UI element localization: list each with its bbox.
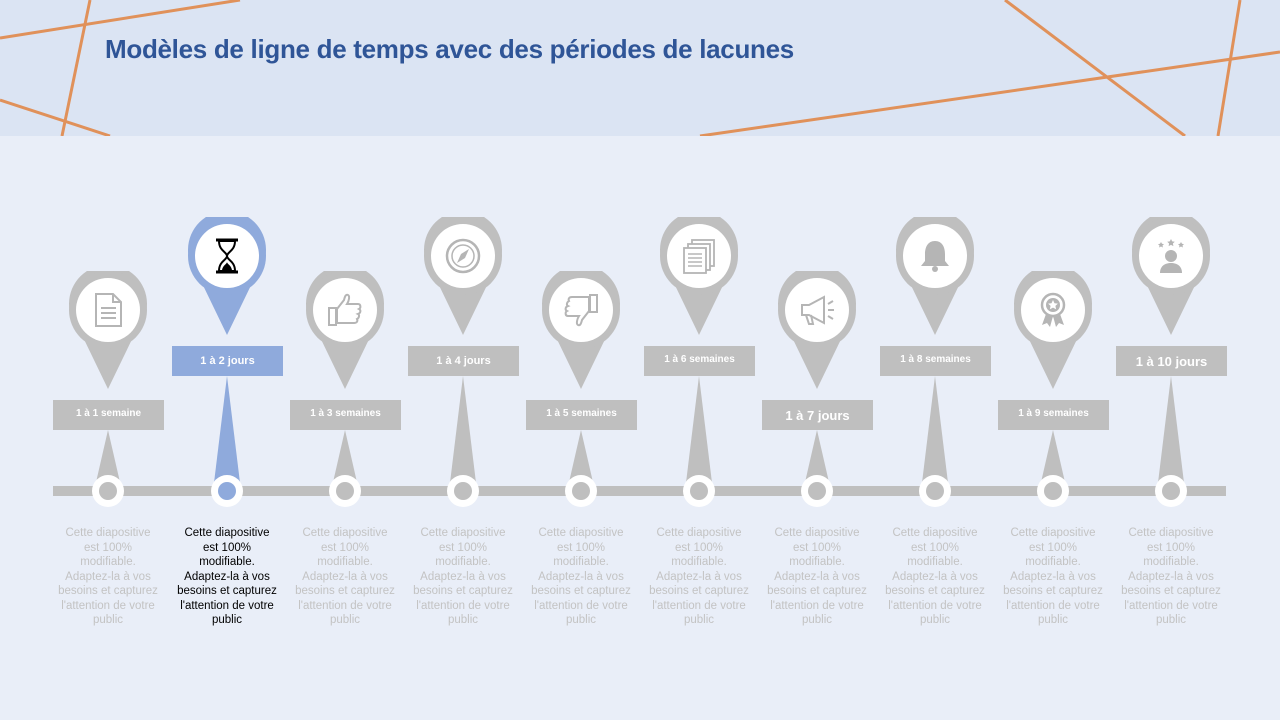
thumbs-up-icon (325, 290, 365, 330)
milestone-description: Cette diapositive est 100% modifiable. A… (885, 527, 985, 626)
timeline-node-dot (808, 482, 826, 500)
location-pin (660, 217, 738, 335)
timeline-node-dot (572, 482, 590, 500)
hourglass-icon (207, 236, 247, 276)
milestone-description: Cette diapositive est 100% modifiable. A… (1121, 527, 1221, 626)
page-title: Modèles de ligne de temps avec des pério… (105, 34, 794, 64)
period-label: 1 à 4 jours (408, 346, 519, 376)
location-pin (424, 217, 502, 335)
timeline-spike (449, 376, 477, 491)
milestone-description: Cette diapositive est 100% modifiable. A… (295, 527, 395, 626)
star-person-icon (1151, 236, 1191, 276)
timeline-node-dot (454, 482, 472, 500)
bell-icon (915, 236, 955, 276)
milestone-description: Cette diapositive est 100% modifiable. A… (58, 527, 158, 626)
location-pin (69, 271, 147, 389)
documents-icon (679, 236, 719, 276)
milestone-description: Cette diapositive est 100% modifiable. A… (413, 527, 513, 626)
period-label: 1 à 2 jours (172, 346, 283, 376)
period-label: 1 à 7 jours (762, 400, 873, 430)
header-band (0, 0, 1280, 136)
thumbs-down-icon (561, 290, 601, 330)
location-pin (896, 217, 974, 335)
timeline-node-dot (218, 482, 236, 500)
period-label: 1 à 8 semaines (880, 346, 991, 376)
location-pin (306, 271, 384, 389)
timeline-spike (213, 376, 241, 491)
timeline-node-dot (1162, 482, 1180, 500)
timeline-node-dot (926, 482, 944, 500)
decorative-lines (0, 0, 1280, 136)
location-pin (1132, 217, 1210, 335)
period-label: 1 à 1 semaine (53, 400, 164, 430)
timeline-node-dot (99, 482, 117, 500)
timeline-bar (53, 486, 1226, 496)
milestone-description: Cette diapositive est 100% modifiable. A… (531, 527, 631, 626)
milestone-description: Cette diapositive est 100% modifiable. A… (767, 527, 867, 626)
timeline-node-dot (336, 482, 354, 500)
timeline-spike (685, 376, 713, 491)
period-label: 1 à 9 semaines (998, 400, 1109, 430)
milestone-description: Cette diapositive est 100% modifiable. A… (649, 527, 749, 626)
period-label: 1 à 10 jours (1116, 346, 1227, 376)
timeline-node-dot (690, 482, 708, 500)
period-label: 1 à 5 semaines (526, 400, 637, 430)
milestone-description: Cette diapositive est 100% modifiable. A… (1003, 527, 1103, 626)
megaphone-icon (797, 290, 837, 330)
timeline-spike (1157, 376, 1185, 491)
location-pin (778, 271, 856, 389)
document-icon (88, 290, 128, 330)
period-label: 1 à 3 semaines (290, 400, 401, 430)
timeline-spike (921, 376, 949, 491)
period-label: 1 à 6 semaines (644, 346, 755, 376)
milestone-description: Cette diapositive est 100% modifiable. A… (177, 527, 277, 626)
timeline-node-dot (1044, 482, 1062, 500)
compass-icon (443, 236, 483, 276)
award-icon (1033, 290, 1073, 330)
location-pin (188, 217, 266, 335)
location-pin (1014, 271, 1092, 389)
location-pin (542, 271, 620, 389)
